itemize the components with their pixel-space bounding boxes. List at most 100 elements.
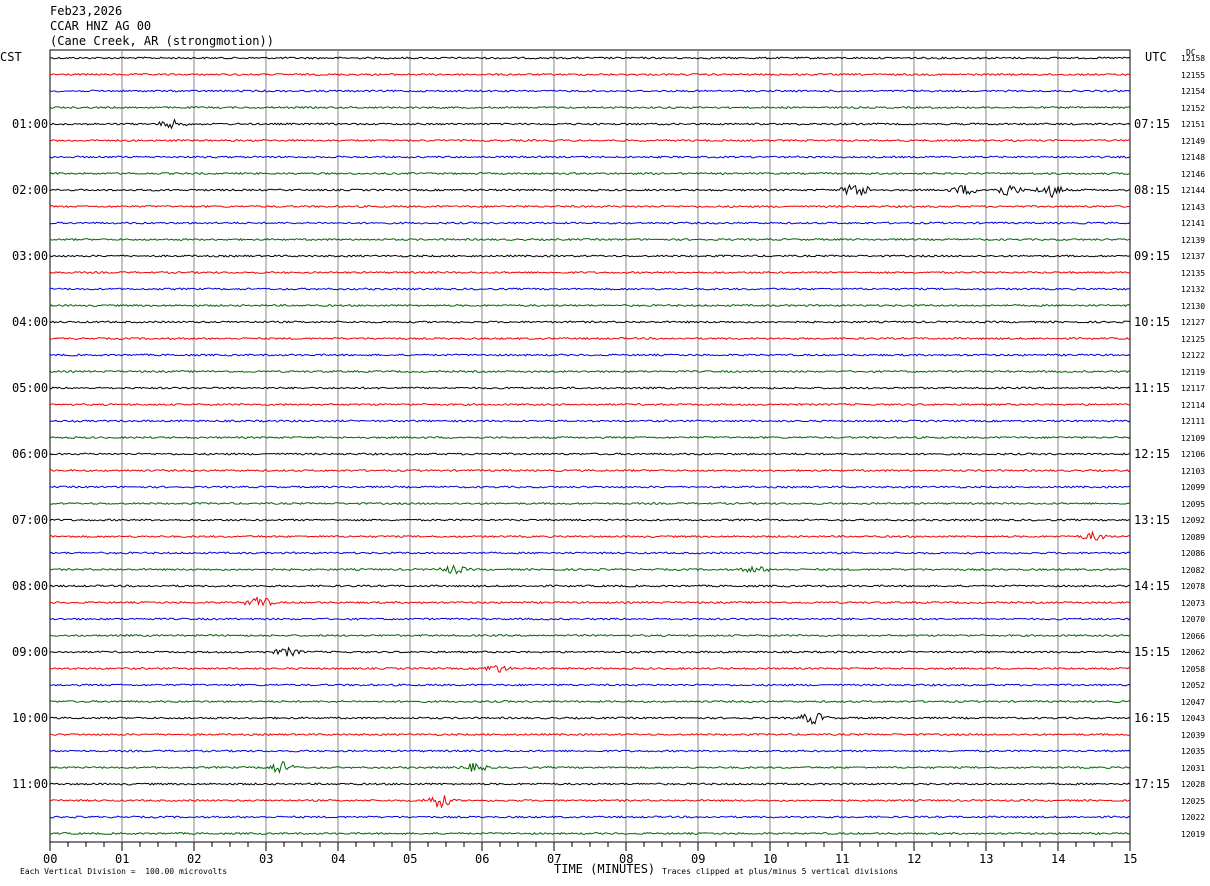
trace-line (49, 683, 1131, 687)
x-tick-label: 05 (403, 852, 418, 866)
dc-value: 12155 (1181, 70, 1206, 80)
dc-value: 12028 (1181, 780, 1206, 789)
header-station: CCAR HNZ AG 00 (50, 19, 152, 33)
x-tick-label: 12 (907, 852, 922, 866)
trace-line (49, 287, 1131, 291)
dc-value: 12052 (1181, 681, 1206, 690)
trace-line (49, 386, 1131, 390)
trace-line (49, 221, 1131, 225)
dc-value: 12086 (1181, 549, 1206, 558)
trace-line (49, 795, 1131, 809)
header-location: (Cane Creek, AR (strongmotion)) (50, 34, 274, 48)
left-hour-label: 06:00 (12, 447, 49, 461)
trace-line (49, 204, 1131, 209)
trace-line (49, 584, 1131, 588)
right-hour-label: 10:15 (1134, 315, 1171, 329)
clip-note: Traces clipped at plus/minus 5 vertical … (662, 867, 899, 876)
right-hour-label: 07:15 (1134, 117, 1171, 131)
trace-line (49, 761, 1131, 774)
left-hour-label: 03:00 (12, 249, 49, 263)
grid-lines (121, 50, 1059, 842)
dc-value: 12152 (1181, 103, 1206, 113)
trace-line (49, 782, 1131, 786)
dc-value: 12130 (1181, 301, 1206, 311)
left-hour-label: 07:00 (12, 513, 49, 527)
trace-line (49, 452, 1131, 456)
trace-line (49, 435, 1131, 440)
scale-note: Each Vertical Division = 100.00 microvol… (20, 867, 228, 876)
dc-value: 12073 (1181, 598, 1206, 608)
x-tick-label: 03 (259, 852, 274, 866)
trace-line (49, 551, 1131, 555)
trace-line (49, 138, 1131, 143)
header-date: Feb23,2026 (50, 4, 123, 18)
right-hour-label: 09:15 (1134, 249, 1171, 263)
dc-value: 12103 (1181, 466, 1206, 476)
right-hour-label: 17:15 (1134, 777, 1171, 791)
dc-value: 12119 (1181, 367, 1206, 377)
trace-line (49, 530, 1131, 541)
left-hour-label: 10:00 (12, 711, 49, 725)
left-hour-label: 05:00 (12, 381, 49, 395)
left-hour-label: 11:00 (12, 777, 49, 791)
trace-line (49, 564, 1131, 575)
trace-line (49, 105, 1131, 110)
trace-line (49, 646, 1131, 657)
dc-value: 12109 (1181, 433, 1206, 443)
left-hour-label: 09:00 (12, 645, 49, 659)
right-hour-label: 08:15 (1134, 183, 1171, 197)
right-hour-label: 12:15 (1134, 447, 1171, 461)
trace-line (49, 815, 1131, 819)
trace-line (49, 699, 1131, 704)
dc-value: 12082 (1181, 565, 1206, 575)
trace-line (49, 89, 1131, 93)
x-tick-label: 08 (619, 852, 634, 866)
x-tick-label: 00 (43, 852, 58, 866)
trace-line (49, 183, 1131, 199)
dc-value: 12114 (1181, 400, 1206, 410)
right-hour-label: 14:15 (1134, 579, 1171, 593)
dc-value: 12019 (1181, 829, 1206, 839)
trace-line (49, 237, 1131, 242)
dc-value: 12099 (1181, 483, 1206, 492)
trace-line (49, 320, 1131, 324)
right-hour-label: 13:15 (1134, 513, 1171, 527)
x-tick-label: 15 (1123, 852, 1138, 866)
x-tick-label: 01 (115, 852, 130, 866)
right-hour-label: 16:15 (1134, 711, 1171, 725)
x-tick-label: 07 (547, 852, 562, 866)
x-tick-label: 02 (187, 852, 202, 866)
dc-value: 12111 (1181, 417, 1206, 426)
dc-value: 12070 (1181, 615, 1206, 624)
dc-value: 12132 (1181, 285, 1206, 294)
trace-line (49, 633, 1131, 638)
trace-line (49, 72, 1131, 77)
dc-value: 12146 (1181, 169, 1206, 179)
trace-line (49, 254, 1131, 258)
right-hour-label: 15:15 (1134, 645, 1171, 659)
dc-value: 12066 (1181, 631, 1206, 641)
x-tick-label: 13 (979, 852, 994, 866)
x-tick-label: 06 (475, 852, 490, 866)
dc-value: 12035 (1181, 747, 1206, 756)
dc-value: 12151 (1181, 120, 1206, 129)
trace-line (49, 485, 1131, 489)
dc-value: 12078 (1181, 582, 1206, 591)
dc-value: 12141 (1181, 219, 1206, 228)
dc-value: 12143 (1181, 202, 1206, 212)
trace-line (49, 155, 1131, 159)
trace-line (49, 712, 1131, 725)
trace-line (49, 732, 1131, 737)
left-hour-label: 08:00 (12, 579, 49, 593)
dc-value: 12158 (1181, 54, 1206, 63)
dc-value: 12031 (1181, 763, 1206, 773)
dc-value: 12089 (1181, 532, 1206, 542)
x-tick-label: 09 (691, 852, 706, 866)
trace-line (49, 353, 1131, 357)
left-hour-label: 04:00 (12, 315, 49, 329)
right-zone-label: UTC (1145, 50, 1167, 64)
trace-line (49, 118, 1131, 130)
dc-value: 12095 (1181, 499, 1206, 509)
dc-value: 12139 (1181, 235, 1206, 245)
